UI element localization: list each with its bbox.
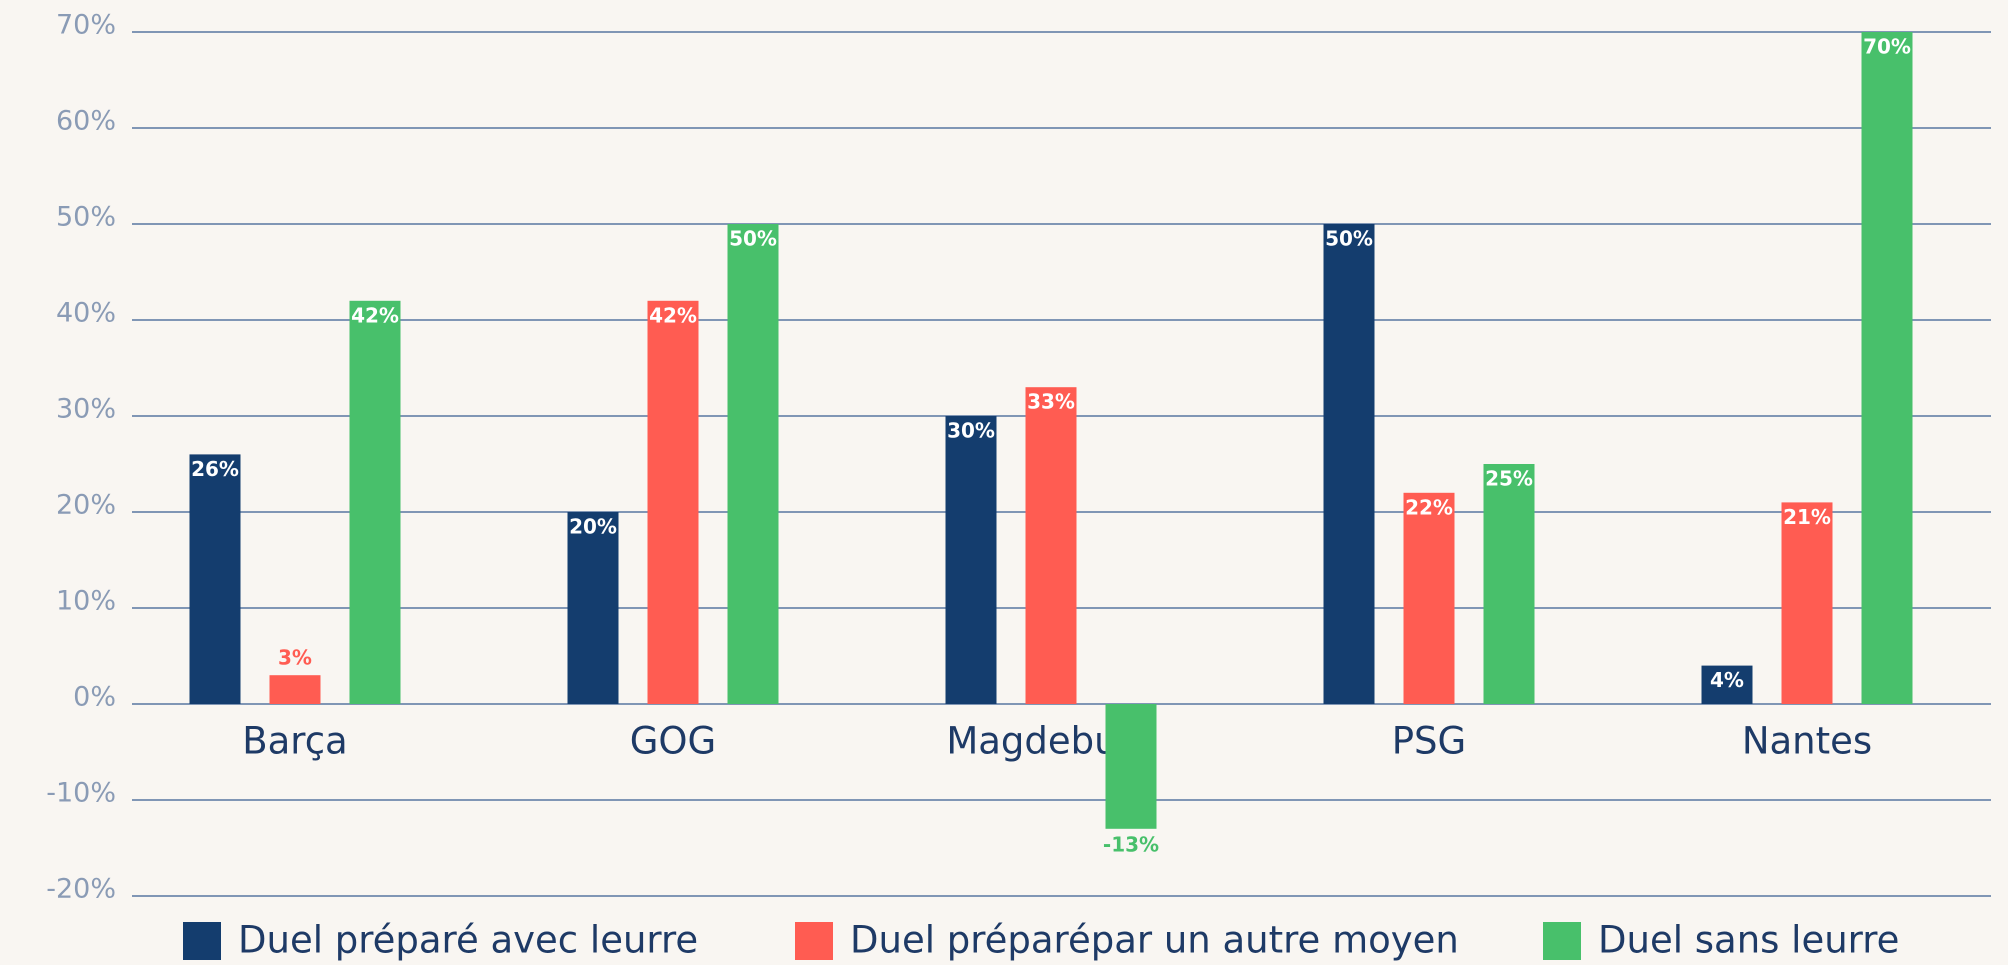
value-label: 20%	[569, 515, 617, 539]
bar	[1403, 492, 1455, 704]
value-label: 70%	[1863, 35, 1911, 59]
legend-label: Duel préparépar un autre moyen	[850, 919, 1459, 962]
y-tick-label: 0%	[73, 682, 116, 713]
bar	[1701, 665, 1753, 704]
value-label: 3%	[278, 646, 312, 670]
bar	[349, 300, 401, 704]
y-tick-label: 30%	[56, 394, 116, 425]
value-label: 50%	[729, 227, 777, 251]
legend-swatch	[1543, 922, 1581, 960]
bar	[1861, 32, 1913, 704]
bar	[189, 454, 241, 704]
value-label: -13%	[1103, 832, 1159, 856]
value-label: 42%	[351, 303, 399, 327]
y-tick-label: 10%	[56, 586, 116, 617]
bar	[1781, 502, 1833, 704]
y-tick-label: -20%	[46, 874, 116, 905]
value-label: 22%	[1405, 495, 1453, 519]
value-label: 33%	[1027, 390, 1075, 414]
bar	[1105, 704, 1157, 829]
y-tick-label: 70%	[56, 10, 116, 41]
bar	[727, 224, 779, 704]
value-label: 42%	[649, 303, 697, 327]
value-label: 30%	[947, 419, 995, 443]
legend-label: Duel préparé avec leurre	[238, 919, 698, 962]
x-tick-label: Barça	[242, 720, 347, 763]
bar	[1323, 224, 1375, 704]
x-tick-label: Nantes	[1742, 720, 1872, 763]
value-label: 50%	[1325, 227, 1373, 251]
value-label: 26%	[191, 457, 239, 481]
bar	[567, 512, 619, 704]
x-tick-label: GOG	[630, 720, 716, 763]
bar	[1025, 387, 1077, 704]
bar	[945, 416, 997, 704]
bar	[1483, 464, 1535, 704]
y-tick-label: 60%	[56, 106, 116, 137]
value-label: 4%	[1710, 668, 1744, 692]
value-label: 25%	[1485, 467, 1533, 491]
bar	[269, 675, 321, 704]
x-tick-label: PSG	[1392, 720, 1466, 763]
legend-swatch	[795, 922, 833, 960]
y-tick-label: -10%	[46, 778, 116, 809]
legend-label: Duel sans leurre	[1598, 919, 1899, 962]
y-tick-label: 20%	[56, 490, 116, 521]
y-tick-label: 50%	[56, 202, 116, 233]
bar	[647, 300, 699, 704]
y-tick-label: 40%	[56, 298, 116, 329]
legend-swatch	[183, 922, 221, 960]
value-label: 21%	[1783, 505, 1831, 529]
